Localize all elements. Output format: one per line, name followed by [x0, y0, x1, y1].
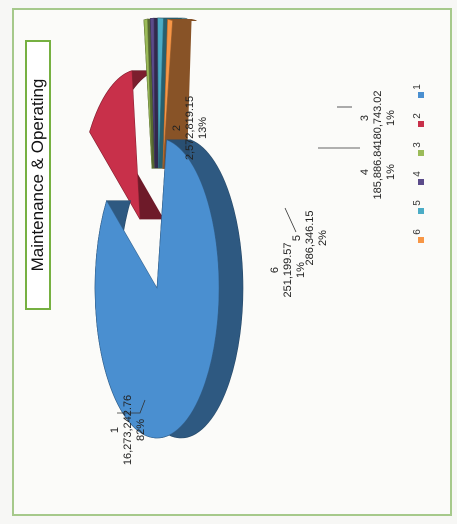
pie-slice-4: [150, 17, 156, 169]
data-label-5-line-3: 2%: [317, 230, 329, 246]
data-label-3-line-2: 180,743.02: [372, 90, 384, 145]
legend-swatch-6: [418, 237, 424, 243]
data-label-1-line-1: 1: [109, 427, 121, 433]
data-label-2-line-2: 2,572,819.15: [184, 96, 196, 160]
data-label-5: 5286,346.152%: [291, 210, 329, 265]
pie-slice-1: [94, 139, 220, 439]
data-label-3-line-1: 3: [359, 115, 371, 121]
data-label-4-line-2: 185,886.84: [372, 144, 384, 199]
data-label-6: 6251,199.571%: [269, 242, 307, 297]
data-label-2-line-3: 13%: [197, 117, 209, 139]
legend-label-1: 1: [412, 84, 423, 90]
data-label-1-line-3: 82%: [135, 419, 147, 441]
data-label-3-line-3: 1%: [385, 110, 397, 126]
data-label-5-line-2: 286,346.15: [304, 210, 316, 265]
legend-swatch-4: [418, 179, 424, 185]
legend-label-2: 2: [412, 113, 423, 119]
legend-label-3: 3: [412, 142, 423, 148]
data-label-2-line-1: 2: [171, 125, 183, 131]
legend-swatch-3: [418, 150, 424, 156]
data-label-1-line-2: 16,273,242.76: [122, 395, 134, 465]
data-label-2: 22,572,819.1513%: [171, 96, 209, 160]
leader-line-1: [117, 399, 146, 414]
data-label-5-line-1: 5: [291, 235, 303, 241]
legend-label-6: 6: [412, 229, 423, 235]
data-label-3: 3180,743.021%: [359, 90, 397, 145]
pie-slice-5: [157, 17, 164, 169]
chart-title-box: Maintenance & Operating: [25, 40, 51, 310]
pie-slice-6: [162, 18, 173, 169]
data-label-4: 4185,886.841%: [359, 144, 397, 199]
pie-slice-3: [143, 18, 153, 169]
data-label-1: 116,273,242.7682%: [109, 395, 147, 465]
pie-group: [89, 17, 244, 439]
chart-title: Maintenance & Operating: [28, 78, 47, 272]
legend-swatch-1: [418, 92, 424, 98]
leader-line-5: [284, 207, 297, 233]
data-label-6-line-2: 251,199.57: [282, 242, 294, 297]
legend-swatch-2: [418, 121, 424, 127]
legend-swatch-5: [418, 208, 424, 214]
data-label-4-line-1: 4: [359, 169, 371, 175]
legend-label-5: 5: [412, 200, 423, 206]
data-label-6-line-1: 6: [269, 267, 281, 273]
legend-label-4: 4: [412, 171, 423, 177]
pie-slice-2: [89, 70, 141, 220]
data-label-6-line-3: 1%: [295, 262, 307, 278]
data-label-4-line-3: 1%: [385, 164, 397, 180]
